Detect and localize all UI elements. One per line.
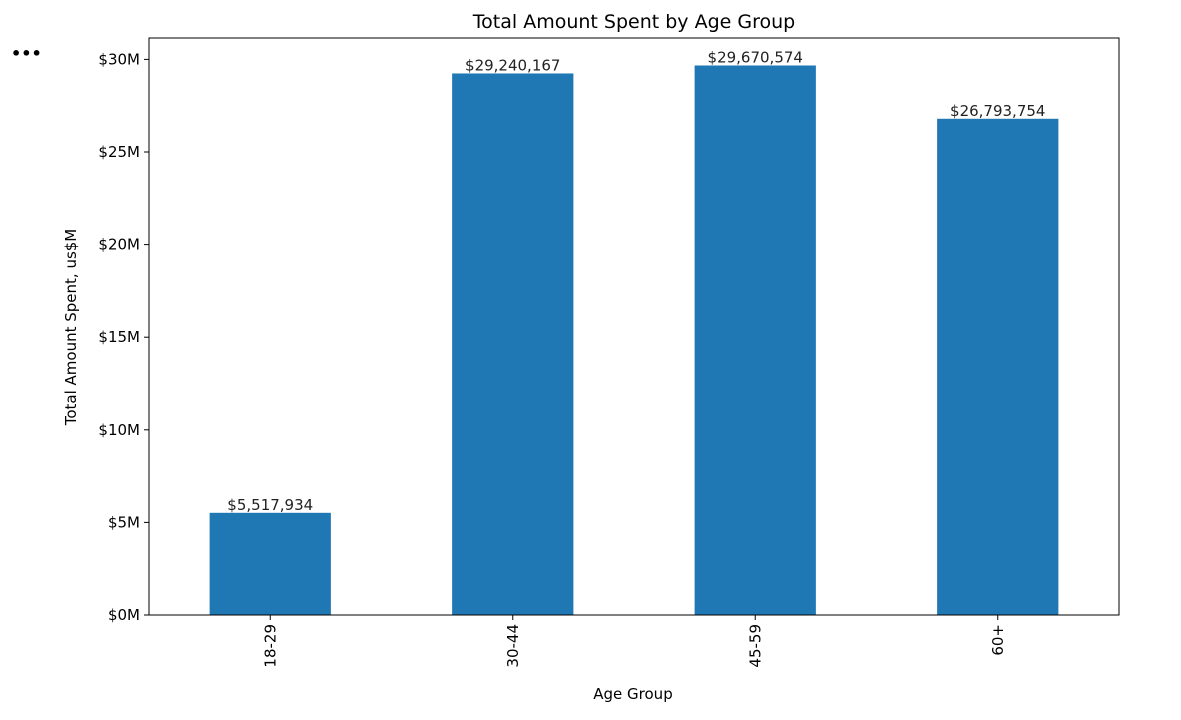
x-tick-label-0: 18-29 [261, 624, 279, 668]
bar-1 [452, 73, 574, 615]
y-axis-label: Total Amount Spent, us$M [62, 229, 80, 427]
y-tick-label-1: $5M [108, 513, 140, 531]
plot-frame [148, 37, 1120, 616]
y-tick-label-5: $25M [98, 143, 140, 161]
y-tick-label-6: $30M [98, 50, 140, 68]
y-tick-label-4: $20M [98, 236, 140, 254]
x-tick-label-1: 30-44 [504, 624, 522, 668]
data-label-3: $26,793,754 [950, 102, 1045, 120]
x-tick-label-3: 60+ [989, 624, 1007, 656]
plot-area: $5,517,934 $29,240,167 $29,670,574 $26,793,… [98, 37, 1120, 668]
data-label-2: $29,670,574 [708, 48, 803, 66]
bar-2 [694, 65, 816, 615]
chart-title: Total Amount Spent by Age Group [472, 11, 795, 33]
cell-options-menu[interactable]: ••• [11, 44, 42, 63]
x-tick-label-2: 45-59 [746, 624, 764, 668]
bar-0 [209, 512, 331, 615]
data-label-1: $29,240,167 [465, 56, 560, 74]
y-tick-label-0: $0M [108, 606, 140, 624]
data-label-0: $5,517,934 [227, 496, 313, 514]
bar-3 [937, 118, 1059, 616]
x-axis-label: Age Group [593, 685, 672, 703]
y-tick-label-3: $15M [98, 328, 140, 346]
y-tick-label-2: $10M [98, 421, 140, 439]
